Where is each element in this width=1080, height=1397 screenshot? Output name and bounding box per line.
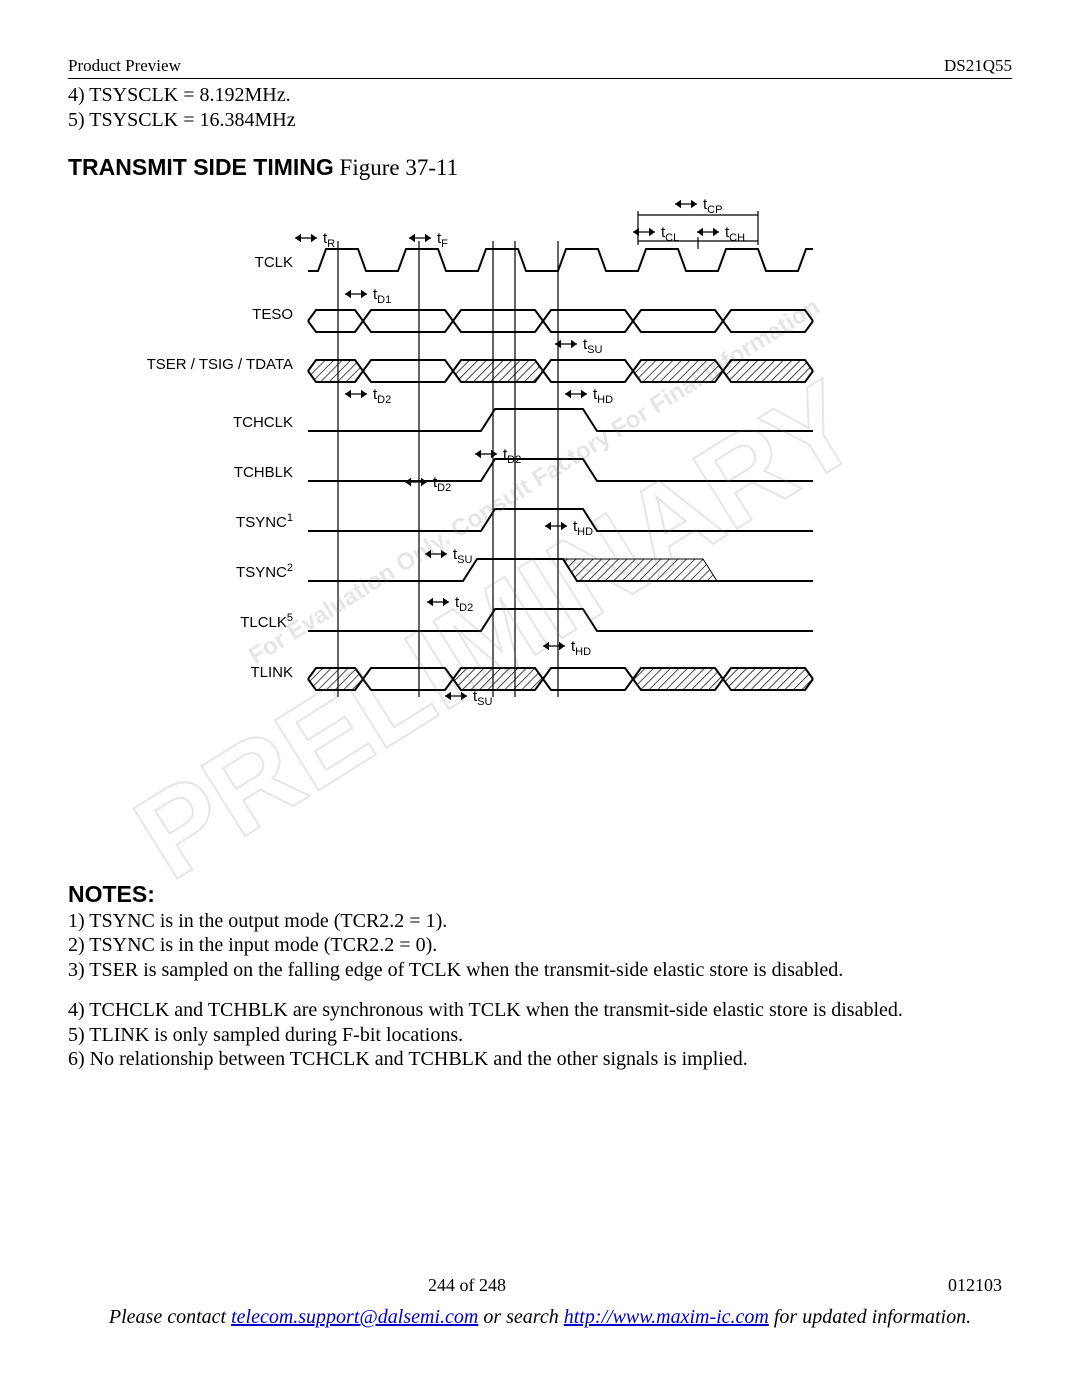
note-item: 3) TSER is sampled on the falling edge o… <box>68 959 1012 981</box>
page-header: Product Preview DS21Q55 <box>68 56 1012 79</box>
figure-title: TRANSMIT SIDE TIMING Figure 37-11 <box>68 154 1012 181</box>
note-item: 6) No relationship between TCHCLK and TC… <box>68 1048 1012 1070</box>
svg-text:TLINK: TLINK <box>250 664 293 681</box>
page: Product Preview DS21Q55 4) TSYSCLK = 8.1… <box>0 0 1080 1397</box>
header-left: Product Preview <box>68 56 181 76</box>
footer-page: 244 of 248 <box>428 1275 506 1296</box>
svg-text:TCLK: TCLK <box>255 254 293 271</box>
svg-text:tD2: tD2 <box>455 594 473 614</box>
svg-text:tSU: tSU <box>583 336 603 356</box>
svg-text:tR: tR <box>323 230 335 250</box>
svg-text:tD1: tD1 <box>373 286 391 306</box>
top-list: 4) TSYSCLK = 8.192MHz.5) TSYSCLK = 16.38… <box>68 83 1012 132</box>
timing-diagram: TCLK TESO TSER / TSIG / TDATA TCHCLK TCHBLK T… <box>68 191 1008 871</box>
note-item: 1) TSYNC is in the output mode (TCR2.2 =… <box>68 910 1012 932</box>
svg-text:TSER / TSIG / TDATA: TSER / TSIG / TDATA <box>147 356 293 373</box>
svg-text:tD2: tD2 <box>373 386 391 406</box>
svg-text:tSU: tSU <box>453 546 473 566</box>
notes-heading: NOTES: <box>68 881 1012 908</box>
svg-text:TESO: TESO <box>252 306 293 323</box>
svg-text:tF: tF <box>437 230 448 250</box>
footer-msg-mid: or search <box>478 1306 563 1328</box>
footer-url-link[interactable]: http://www.maxim-ic.com <box>564 1306 769 1328</box>
note-item: 5) TLINK is only sampled during F-bit lo… <box>68 1024 1012 1046</box>
top-list-item: 4) TSYSCLK = 8.192MHz. <box>68 83 1012 107</box>
top-list-item: 5) TSYSCLK = 16.384MHz <box>68 108 1012 132</box>
svg-text:tD2: tD2 <box>433 474 451 494</box>
svg-text:tHD: tHD <box>571 638 591 658</box>
notes-list: 1) TSYNC is in the output mode (TCR2.2 =… <box>68 910 1012 1070</box>
svg-text:tHD: tHD <box>593 386 613 406</box>
page-footer: 244 of 248 012103 Please contact telecom… <box>68 1275 1012 1329</box>
footer-email-link[interactable]: telecom.support@dalsemi.com <box>231 1306 478 1328</box>
footer-msg-post: for updated information. <box>769 1306 971 1328</box>
footer-message: Please contact telecom.support@dalsemi.c… <box>68 1306 1012 1329</box>
footer-msg-pre: Please contact <box>109 1306 231 1328</box>
note-item: 2) TSYNC is in the input mode (TCR2.2 = … <box>68 934 1012 956</box>
svg-text:tCP: tCP <box>703 196 722 216</box>
svg-text:TCHCLK: TCHCLK <box>233 414 293 431</box>
svg-text:TCHBLK: TCHBLK <box>234 464 293 481</box>
figure-title-bold: TRANSMIT SIDE TIMING <box>68 154 334 180</box>
svg-text:TSYNC1: TSYNC1 <box>236 512 293 531</box>
header-right: DS21Q55 <box>944 56 1012 76</box>
footer-docnum: 012103 <box>948 1275 1002 1296</box>
note-item: 4) TCHCLK and TCHBLK are synchronous wit… <box>68 999 1012 1021</box>
svg-text:TSYNC2: TSYNC2 <box>236 562 293 581</box>
svg-text:TLCLK5: TLCLK5 <box>240 612 293 631</box>
figure-title-rest: Figure 37-11 <box>334 155 458 180</box>
svg-text:tD2: tD2 <box>503 446 521 466</box>
